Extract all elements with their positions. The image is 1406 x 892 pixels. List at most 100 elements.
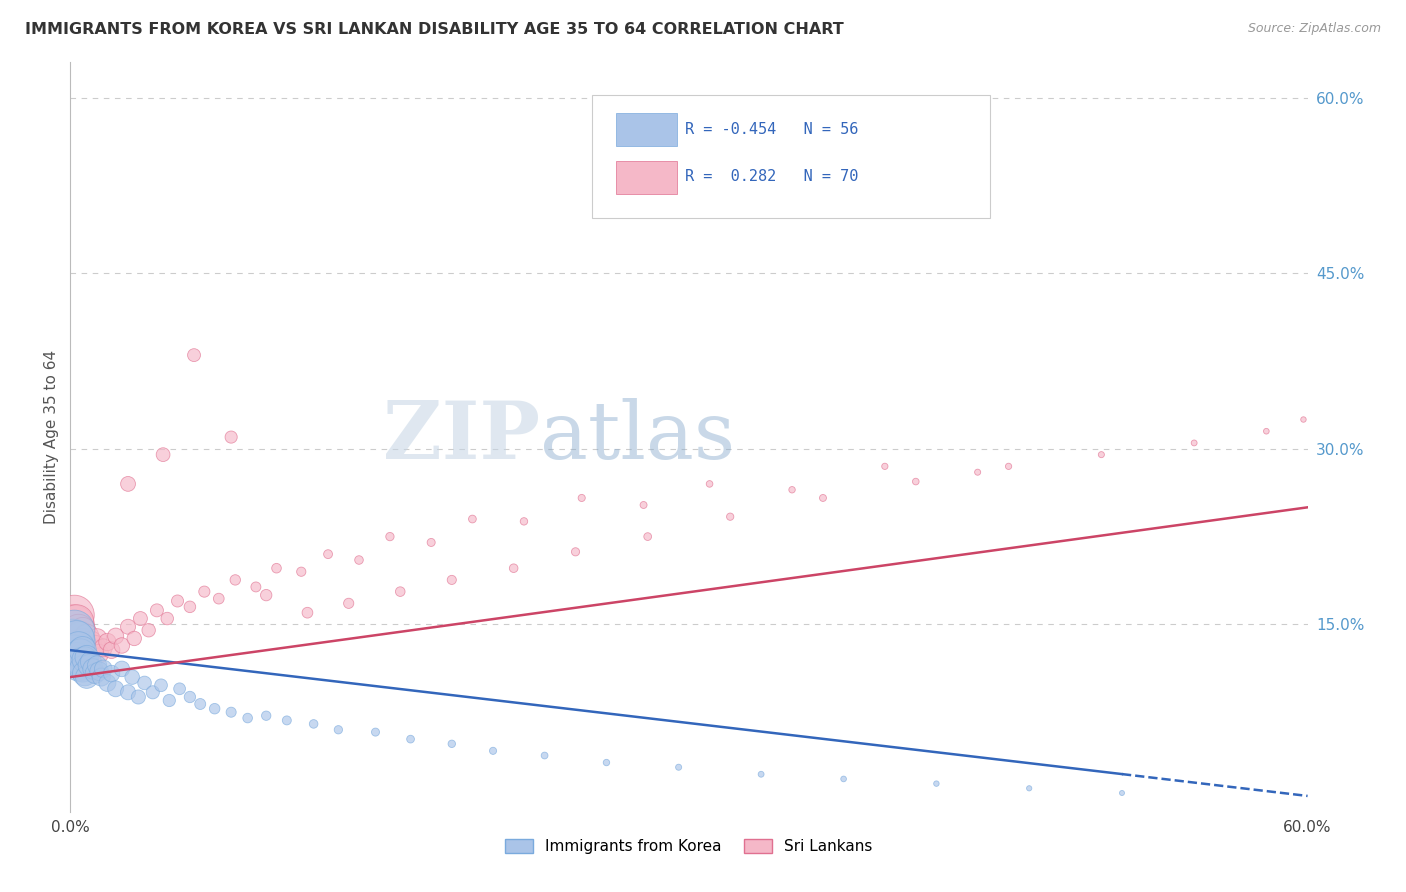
Point xyxy=(1090,448,1112,462)
Point xyxy=(122,632,145,646)
Point xyxy=(86,632,108,646)
Point xyxy=(76,670,98,684)
Legend: Immigrants from Korea, Sri Lankans: Immigrants from Korea, Sri Lankans xyxy=(499,832,879,860)
Point xyxy=(69,655,91,669)
Point xyxy=(966,465,988,479)
Point xyxy=(533,748,555,763)
Point xyxy=(146,603,169,617)
Point xyxy=(156,611,179,625)
Point xyxy=(80,655,103,669)
Point xyxy=(67,640,90,655)
Point xyxy=(63,608,86,623)
Point xyxy=(482,744,505,758)
Point xyxy=(564,545,586,559)
Point xyxy=(637,530,659,544)
Point xyxy=(117,476,139,491)
Point xyxy=(104,681,127,696)
Point xyxy=(873,459,896,474)
Point xyxy=(166,594,188,608)
Point xyxy=(157,693,180,707)
Point xyxy=(63,647,86,661)
Point xyxy=(1182,436,1205,450)
Point xyxy=(188,697,211,711)
Point xyxy=(69,629,91,643)
Point xyxy=(100,666,122,681)
Point xyxy=(193,584,215,599)
Point xyxy=(100,643,122,657)
Point xyxy=(73,640,96,655)
Text: ZIP: ZIP xyxy=(384,398,540,476)
Point xyxy=(399,732,422,747)
Point xyxy=(461,512,484,526)
Point xyxy=(364,725,387,739)
Point xyxy=(290,565,312,579)
Point xyxy=(82,662,104,676)
Point xyxy=(65,632,87,646)
Point xyxy=(90,670,112,684)
Point xyxy=(65,615,87,629)
Point xyxy=(76,629,98,643)
Point xyxy=(236,711,259,725)
FancyBboxPatch shape xyxy=(592,95,990,219)
Point xyxy=(60,620,83,634)
Point xyxy=(224,573,246,587)
Point xyxy=(219,705,242,719)
Point xyxy=(169,681,191,696)
Point xyxy=(72,662,94,676)
Point xyxy=(111,639,134,653)
Point xyxy=(129,611,152,625)
Point xyxy=(134,676,156,690)
Point xyxy=(179,690,201,704)
Point xyxy=(347,553,370,567)
Point xyxy=(73,652,96,666)
Point xyxy=(440,573,463,587)
Text: IMMIGRANTS FROM KOREA VS SRI LANKAN DISABILITY AGE 35 TO 64 CORRELATION CHART: IMMIGRANTS FROM KOREA VS SRI LANKAN DISA… xyxy=(25,22,844,37)
Point xyxy=(76,650,98,665)
Text: Source: ZipAtlas.com: Source: ZipAtlas.com xyxy=(1247,22,1381,36)
Point xyxy=(1018,781,1040,796)
Point xyxy=(80,635,103,649)
Point xyxy=(91,662,114,676)
Point xyxy=(328,723,350,737)
Point xyxy=(749,767,772,781)
Point xyxy=(832,772,855,786)
Point xyxy=(513,514,536,528)
Point xyxy=(117,685,139,699)
Point xyxy=(63,624,86,638)
Y-axis label: Disability Age 35 to 64: Disability Age 35 to 64 xyxy=(44,350,59,524)
Point xyxy=(1292,412,1315,426)
Point xyxy=(1111,786,1133,800)
Point xyxy=(121,670,143,684)
Point xyxy=(302,717,325,731)
Point xyxy=(127,690,149,704)
Point xyxy=(65,640,87,655)
Point xyxy=(595,756,617,770)
Point xyxy=(633,498,655,512)
Point xyxy=(254,708,277,723)
Point xyxy=(152,448,174,462)
Point xyxy=(67,647,90,661)
Point xyxy=(811,491,834,505)
Point xyxy=(67,658,90,673)
Point xyxy=(204,701,226,715)
Point xyxy=(183,348,205,362)
Point xyxy=(77,658,100,673)
Point xyxy=(571,491,593,505)
Point xyxy=(1256,424,1278,438)
Point xyxy=(668,760,690,774)
Point xyxy=(69,647,91,661)
Point xyxy=(142,685,165,699)
Point xyxy=(84,666,107,681)
Point xyxy=(69,655,91,669)
Point xyxy=(86,658,108,673)
Point xyxy=(72,624,94,638)
Text: R = -0.454   N = 56: R = -0.454 N = 56 xyxy=(685,121,859,136)
Point xyxy=(150,678,173,692)
Point xyxy=(60,635,83,649)
Point xyxy=(502,561,524,575)
Point xyxy=(179,599,201,614)
Point xyxy=(997,459,1019,474)
Point xyxy=(297,606,319,620)
Point xyxy=(780,483,803,497)
Point xyxy=(378,530,401,544)
